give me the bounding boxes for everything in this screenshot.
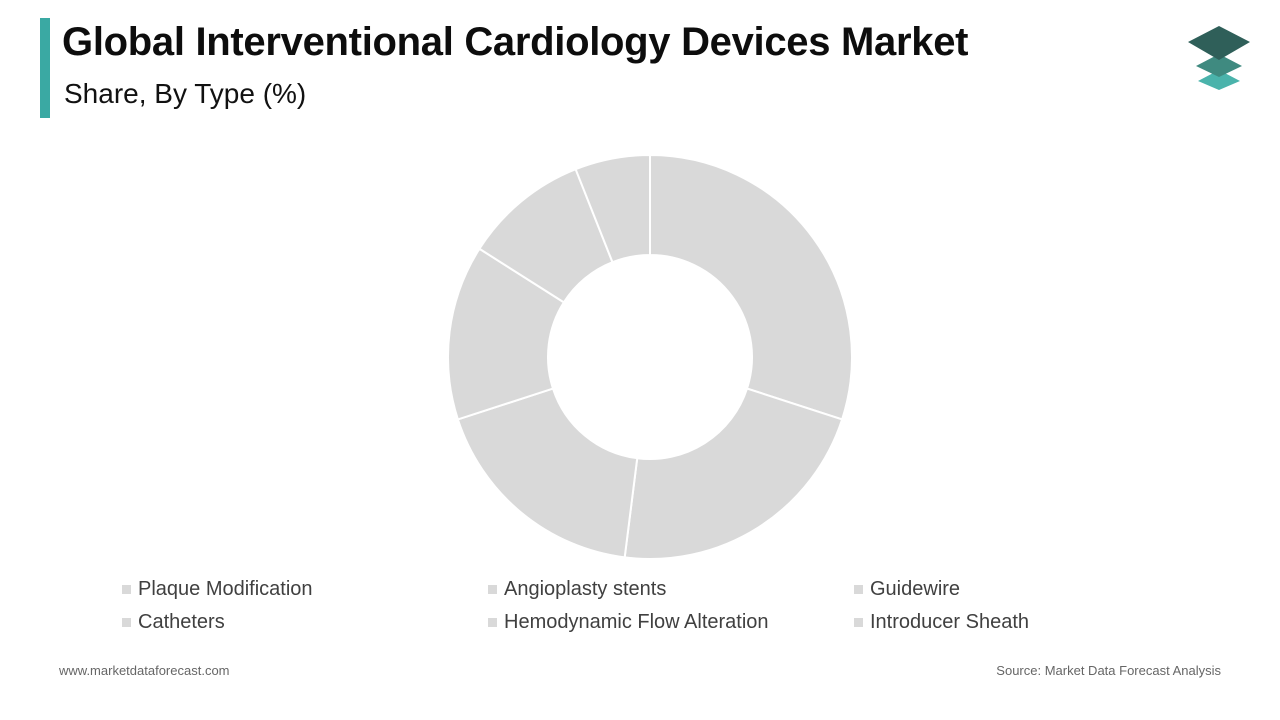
legend-swatch — [488, 618, 497, 627]
logo-layer-bottom — [1198, 70, 1240, 90]
legend-item-plaque-modification: Plaque Modification — [122, 578, 313, 601]
legend-label: Guidewire — [870, 578, 961, 600]
donut-slice-angioplasty-stents — [623, 387, 844, 560]
legend-label: Angioplasty stents — [504, 578, 667, 600]
footer-website: www.marketdataforecast.com — [59, 663, 230, 678]
logo-layer-top — [1188, 26, 1250, 60]
legend-item-catheters: Catheters — [122, 611, 225, 634]
legend-item-hemodynamic-flow-alteration: Hemodynamic Flow Alteration — [488, 611, 769, 634]
legend-swatch — [854, 618, 863, 627]
legend-label: Introducer Sheath — [870, 611, 1029, 633]
page-subtitle: Share, By Type (%) — [64, 78, 307, 109]
legend-item-angioplasty-stents: Angioplasty stents — [488, 578, 666, 601]
legend-swatch — [122, 585, 131, 594]
donut-slice-introducer-sheath — [574, 153, 651, 264]
footer-source: Source: Market Data Forecast Analysis — [996, 663, 1221, 678]
stacked-layers-icon — [1188, 26, 1250, 90]
legend-swatch — [488, 585, 497, 594]
legend-item-introducer-sheath: Introducer Sheath — [854, 611, 1029, 634]
legend-label: Catheters — [138, 611, 225, 633]
logo-layer-middle — [1196, 54, 1242, 77]
legend-swatch — [854, 585, 863, 594]
page-title: Global Interventional Cardiology Devices… — [62, 20, 969, 64]
title-accent-bar — [40, 18, 50, 118]
legend-item-guidewire: Guidewire — [854, 578, 960, 601]
donut-chart — [447, 153, 853, 560]
legend-label: Hemodynamic Flow Alteration — [504, 611, 769, 633]
legend-swatch — [122, 618, 131, 627]
donut-slice-plaque-modification — [649, 153, 853, 421]
donut-slice-guidewire — [456, 387, 639, 559]
legend-label: Plaque Modification — [138, 578, 313, 600]
donut-slice-catheters — [447, 247, 566, 421]
